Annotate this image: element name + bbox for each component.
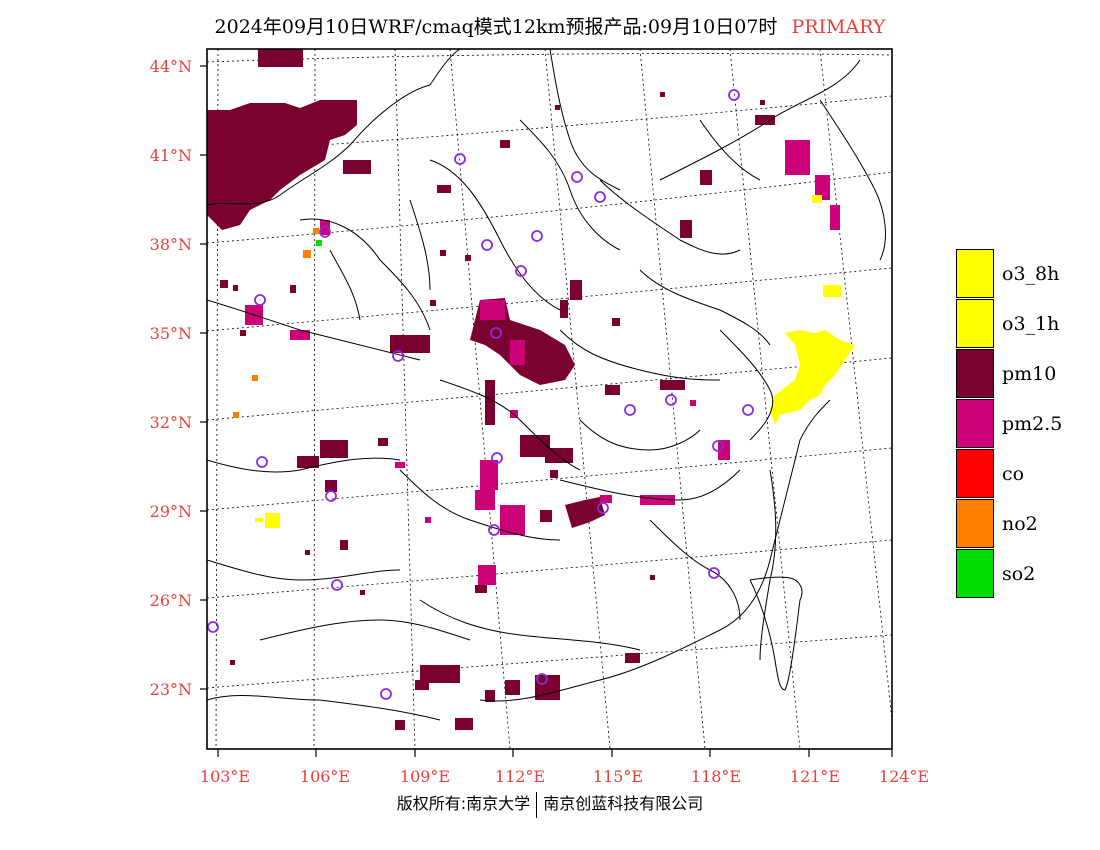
lon-label: 106°E [300, 767, 350, 786]
boundary-lines [207, 49, 886, 721]
legend-swatch [956, 249, 994, 298]
lon-label: 124°E [879, 767, 929, 786]
purple-circle-icon [481, 239, 493, 251]
lat-label: 32°N [150, 413, 192, 432]
purple-circle-icon [490, 327, 502, 339]
legend-label: pm2.5 [1002, 413, 1063, 435]
title-text: 2024年09月10日WRF/cmaq模式12km预报产品:09月10日07时 [214, 16, 778, 38]
purple-circle-icon [594, 191, 606, 203]
legend-swatch [956, 399, 994, 448]
lat-label: 29°N [150, 502, 192, 521]
legend-swatch [956, 499, 994, 548]
pollution-cells [207, 49, 775, 730]
purple-circle-icon [380, 688, 392, 700]
station-markers [207, 89, 754, 700]
purple-circle-icon [712, 440, 724, 452]
legend-label: o3_8h [1002, 263, 1060, 285]
legend-swatch [956, 349, 994, 398]
purple-circle-icon [536, 673, 548, 685]
purple-circle-icon [597, 502, 609, 514]
copyright-left: 版权所有:南京大学 [396, 794, 531, 813]
legend-swatch [956, 299, 994, 348]
lon-label: 112°E [495, 767, 545, 786]
purple-circle-icon [319, 226, 331, 238]
o3-cells [255, 195, 855, 528]
map-frame [206, 48, 893, 750]
purple-circle-icon [491, 452, 503, 464]
purple-circle-icon [488, 524, 500, 536]
longitude-labels: 103°E 106°E 109°E 112°E 115°E 118°E 121°… [200, 767, 929, 786]
legend-label: o3_1h [1002, 313, 1060, 335]
purple-circle-icon [515, 265, 527, 277]
purple-circle-icon [624, 404, 636, 416]
lat-label: 35°N [150, 324, 192, 343]
purple-circle-icon [571, 171, 583, 183]
lon-label: 115°E [593, 767, 643, 786]
latitude-labels: 44°N 41°N 38°N 35°N 32°N 29°N 26°N 23°N [150, 57, 192, 699]
lat-label: 26°N [150, 591, 192, 610]
purple-circle-icon [665, 394, 677, 406]
map-content [207, 49, 892, 749]
purple-circle-icon [454, 153, 466, 165]
legend-swatch [956, 449, 994, 498]
purple-circle-icon [254, 294, 266, 306]
purple-circle-icon [531, 230, 543, 242]
legend-label: co [1002, 463, 1025, 485]
purple-circle-icon [708, 567, 720, 579]
legend-label: no2 [1002, 513, 1038, 535]
footer-divider [536, 791, 538, 818]
legend-label: pm10 [1002, 363, 1057, 385]
map-title: 2024年09月10日WRF/cmaq模式12km预报产品:09月10日07时 P… [0, 12, 1100, 39]
axis-ticks [200, 65, 893, 757]
purple-circle-icon [392, 350, 404, 362]
lat-label: 23°N [150, 680, 192, 699]
lon-label: 118°E [691, 767, 741, 786]
lat-label: 44°N [150, 57, 192, 76]
purple-circle-icon [742, 404, 754, 416]
copyright-right: 南京创蓝科技有限公司 [543, 794, 704, 813]
legend-swatch [956, 549, 994, 598]
purple-circle-icon [207, 621, 219, 633]
purple-circle-icon [325, 490, 337, 502]
purple-circle-icon [728, 89, 740, 101]
lon-label: 103°E [200, 767, 250, 786]
legend-label: so2 [1002, 563, 1036, 585]
lat-label: 38°N [150, 235, 192, 254]
purple-circle-icon [331, 579, 343, 591]
lon-label: 109°E [400, 767, 450, 786]
title-primary-tag: PRIMARY [791, 16, 886, 38]
copyright-footer: 版权所有:南京大学 南京创蓝科技有限公司 [0, 790, 1100, 818]
lon-label: 121°E [790, 767, 840, 786]
no2-so2-cells [233, 228, 322, 418]
purple-circle-icon [256, 456, 268, 468]
lat-label: 41°N [150, 146, 192, 165]
